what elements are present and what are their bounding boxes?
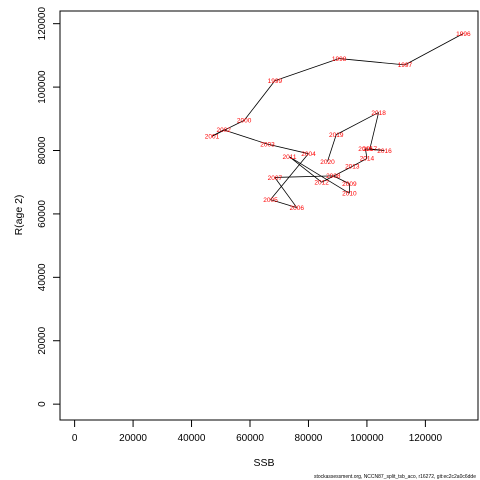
x-tick-label: 120000 (409, 433, 443, 444)
trajectory-segment (274, 177, 298, 208)
point-year-label: 2000 (237, 118, 252, 125)
x-tick-label: 60000 (236, 433, 264, 444)
trajectory-segment (352, 158, 368, 167)
point-year-label: 2013 (345, 164, 360, 171)
trajectory-segment (223, 129, 268, 145)
trajectory-segment (270, 199, 297, 208)
plot-box (59, 10, 479, 421)
point-year-label: 2004 (301, 151, 316, 158)
point-year-label: 1996 (456, 31, 471, 38)
y-tick-label: 0 (37, 401, 48, 407)
point-year-label: 2010 (342, 191, 357, 198)
y-tick-label: 80000 (37, 136, 48, 164)
point-year-label: 1998 (332, 56, 347, 63)
trajectory-segment (267, 143, 309, 155)
point-year-label: 2016 (377, 148, 392, 155)
point-year-label: 2007 (268, 175, 283, 182)
x-axis-title: SSB (253, 457, 274, 469)
y-tick-label: 120000 (37, 7, 48, 41)
point-year-label: 2008 (326, 173, 341, 180)
x-tick-label: 80000 (295, 433, 323, 444)
point-year-label: 2014 (360, 156, 375, 163)
trajectory-segment (274, 58, 340, 82)
x-tick-label: 20000 (119, 433, 147, 444)
trajectory-segment (404, 33, 464, 66)
trajectory-segment (321, 166, 353, 183)
point-year-label: 1999 (268, 78, 283, 85)
trajectory-segment (274, 175, 334, 178)
trajectory-segment (365, 148, 368, 159)
point-year-label: 2017 (363, 146, 378, 153)
trajectory-segment (336, 112, 379, 136)
trajectory-segment (369, 148, 385, 151)
point-year-label: 2011 (282, 154, 296, 161)
trajectory-segment (243, 80, 276, 121)
point-year-label: 2012 (314, 180, 329, 187)
y-tick-label: 40000 (37, 263, 48, 291)
y-axis-title: R(age 2) (13, 195, 25, 236)
trajectory-segment (211, 129, 224, 137)
point-year-label: 2005 (263, 197, 278, 204)
x-tick-label: 40000 (178, 433, 206, 444)
trajectory-segment (369, 112, 380, 150)
point-year-label: 1997 (398, 62, 413, 69)
point-year-label: 2019 (329, 132, 344, 139)
y-tick-label: 60000 (37, 200, 48, 228)
trajectory-segment (289, 156, 350, 194)
trajectory-segment (327, 134, 337, 162)
trajectory-segment (339, 58, 405, 66)
point-year-label: 2015 (358, 146, 373, 153)
point-year-label: 2020 (320, 159, 335, 166)
x-tick-label: 0 (72, 433, 78, 444)
source-footer: stockassessment.org, NCCN87_split_tsb_ac… (314, 474, 476, 480)
x-axis: 0 20000 40000 60000 80000 100000 120000 (72, 419, 443, 444)
y-tick-label: 100000 (37, 70, 48, 104)
x-tick-label: 100000 (350, 433, 384, 444)
point-year-label: 2001 (205, 134, 220, 141)
y-tick-label: 20000 (37, 326, 48, 354)
trajectory-segment (333, 175, 350, 185)
trajectory-segment (289, 156, 322, 183)
point-year-label: 2002 (216, 127, 231, 134)
y-axis: 0 20000 40000 60000 80000 100000 120000 (37, 7, 61, 407)
point-year-label: 2018 (371, 110, 386, 117)
trajectory-lines (211, 33, 464, 208)
point-year-label: 2009 (342, 181, 357, 188)
point-year-label: 2006 (290, 205, 305, 212)
point-year-label: 2003 (260, 141, 275, 148)
